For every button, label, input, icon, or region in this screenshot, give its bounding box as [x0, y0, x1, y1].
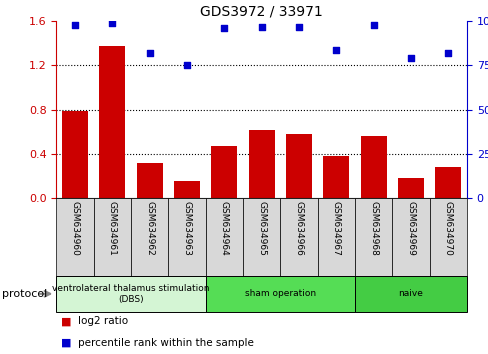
Bar: [99, 46, 125, 198]
Text: ventrolateral thalamus stimulation
(DBS): ventrolateral thalamus stimulation (DBS): [52, 284, 209, 303]
Text: GSM634970: GSM634970: [443, 201, 452, 256]
Bar: [397, 178, 423, 198]
Point: [444, 50, 451, 56]
Bar: [56, 198, 93, 276]
Bar: [285, 134, 311, 198]
Text: naive: naive: [398, 289, 423, 298]
Point: [406, 56, 414, 61]
Bar: [205, 198, 243, 276]
Bar: [429, 198, 466, 276]
Bar: [280, 198, 317, 276]
Text: GSM634962: GSM634962: [145, 201, 154, 255]
Point: [369, 22, 377, 28]
Point: [294, 24, 302, 29]
Text: GSM634965: GSM634965: [257, 201, 265, 256]
Point: [257, 24, 265, 29]
Bar: [434, 167, 461, 198]
Point: [220, 25, 228, 31]
Text: GSM634963: GSM634963: [182, 201, 191, 256]
Point: [145, 50, 153, 56]
Text: percentile rank within the sample: percentile rank within the sample: [78, 338, 254, 348]
Bar: [205, 276, 354, 312]
Text: protocol: protocol: [2, 289, 48, 299]
Bar: [174, 181, 200, 198]
Text: sham operation: sham operation: [244, 289, 315, 298]
Point: [183, 63, 190, 68]
Bar: [243, 198, 280, 276]
Bar: [56, 276, 205, 312]
Bar: [248, 130, 274, 198]
Text: GSM634960: GSM634960: [70, 201, 79, 256]
Bar: [323, 156, 348, 198]
Text: GSM634969: GSM634969: [406, 201, 415, 256]
Text: log2 ratio: log2 ratio: [78, 316, 128, 326]
Text: GSM634964: GSM634964: [219, 201, 228, 255]
Bar: [211, 146, 237, 198]
Bar: [317, 198, 354, 276]
Text: ■: ■: [61, 316, 71, 326]
Text: GSM634961: GSM634961: [107, 201, 117, 256]
Bar: [391, 198, 429, 276]
Text: GSM634968: GSM634968: [368, 201, 377, 256]
Point: [108, 20, 116, 26]
Text: ■: ■: [61, 338, 71, 348]
Text: GSM634967: GSM634967: [331, 201, 340, 256]
Text: GSM634966: GSM634966: [294, 201, 303, 256]
Bar: [136, 163, 163, 198]
Bar: [354, 276, 466, 312]
Point: [71, 22, 79, 28]
Point: [332, 47, 340, 52]
Bar: [61, 111, 88, 198]
Bar: [93, 198, 131, 276]
Bar: [168, 198, 205, 276]
Bar: [131, 198, 168, 276]
Bar: [360, 136, 386, 198]
Bar: [354, 198, 391, 276]
Title: GDS3972 / 33971: GDS3972 / 33971: [200, 5, 323, 19]
